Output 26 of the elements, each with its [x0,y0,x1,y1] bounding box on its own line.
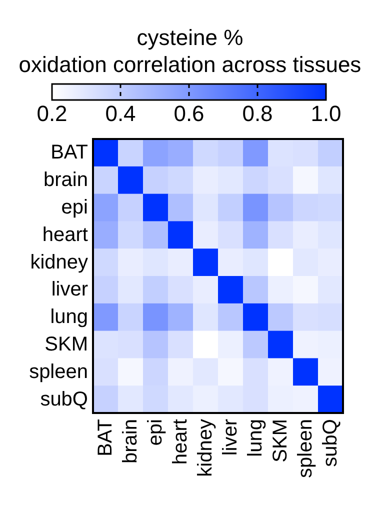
y-tick-label: lung [50,306,88,328]
y-tick-label: kidney [30,251,88,274]
x-tick-label: lung [244,419,266,457]
color-bar-label: 0.2 [36,101,68,126]
chart-title: cysteine % oxidation correlation across tissues [18,25,362,77]
y-tick-label: subQ [40,388,88,410]
x-tick-label: BAT [94,419,116,456]
color-bar-label: 0.6 [174,101,204,126]
x-tick-label: spleen [294,419,316,478]
x-tick-label: epi [144,419,166,446]
x-tick-label: SKM [270,419,292,462]
x-tick-label: kidney [194,419,216,477]
color-bar-label: 0.8 [242,101,273,126]
y-tick-label: liver [51,278,88,301]
y-tick-label: BAT [50,142,88,164]
color-bar-label: 0.4 [105,101,136,126]
x-tick-label: brain [120,419,142,464]
x-tick-label: subQ [320,419,342,467]
x-tick-label: heart [170,418,192,465]
color-bar-label: 1.0 [310,101,342,126]
y-tick-label: SKM [44,334,88,356]
y-tick-label: epi [61,196,88,218]
y-tick-label: spleen [29,360,88,383]
y-tick-label: heart [42,224,88,246]
x-tick-label: liver [220,418,242,456]
y-tick-label: brain [44,169,88,192]
